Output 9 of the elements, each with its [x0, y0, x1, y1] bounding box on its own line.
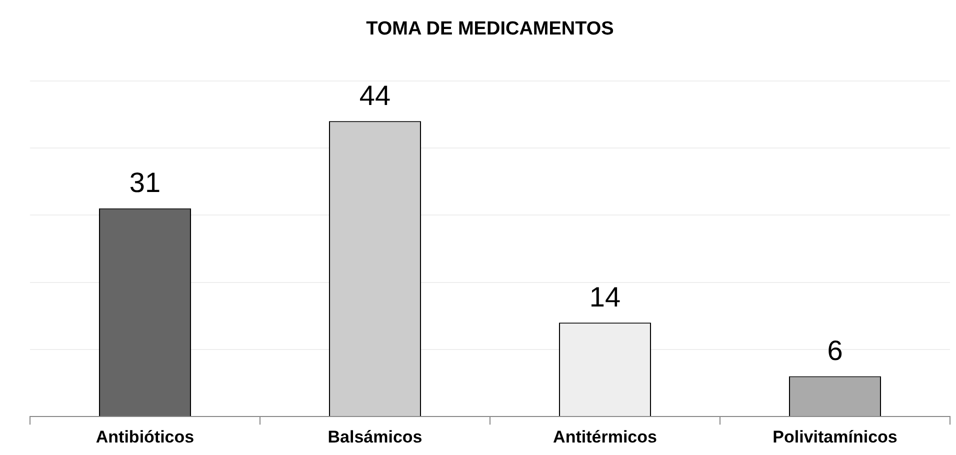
data-label: 6 [827, 335, 843, 366]
data-label: 14 [589, 281, 621, 312]
x-tick-label: Antitérmicos [553, 427, 657, 446]
x-tick-label: Polivitamínicos [772, 427, 898, 446]
x-tick-label: Balsámicos [328, 427, 422, 446]
x-tick-label: Antibióticos [96, 427, 194, 446]
chart-title: TOMA DE MEDICAMENTOS [366, 18, 614, 40]
data-label: 31 [129, 167, 161, 198]
data-label: 44 [359, 80, 391, 111]
